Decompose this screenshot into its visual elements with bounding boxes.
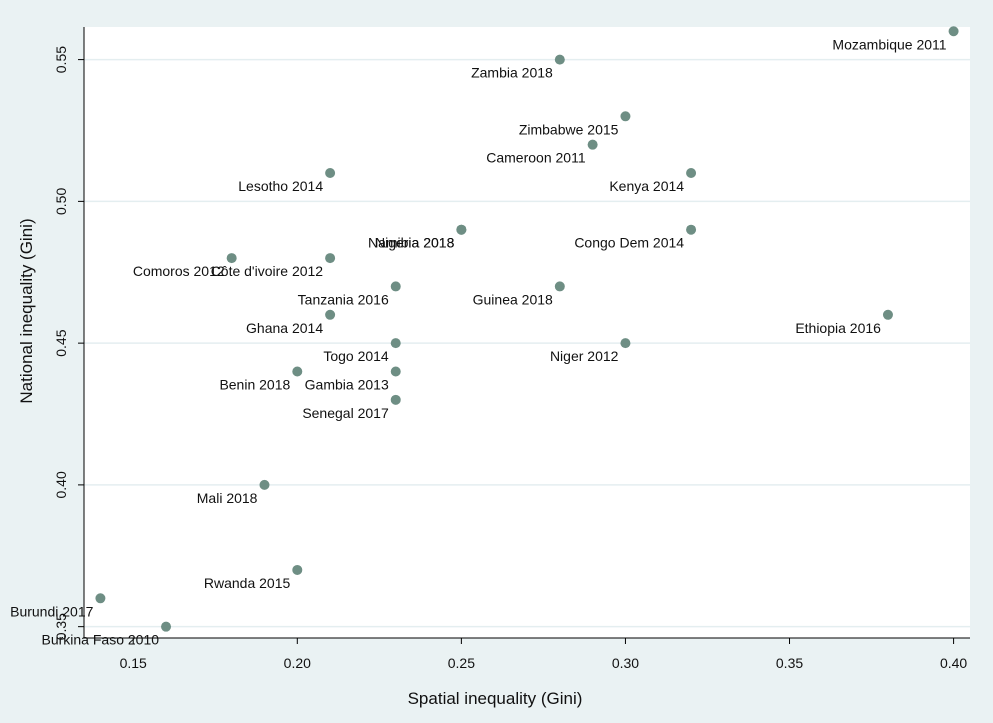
x-axis-title: Spatial inequality (Gini) bbox=[408, 689, 583, 708]
x-tick-label: 0.25 bbox=[448, 655, 475, 671]
scatter-point bbox=[686, 224, 697, 235]
point-label: Mali 2018 bbox=[197, 490, 258, 506]
point-label: Comoros 2012 bbox=[133, 263, 225, 279]
point-label: Zambia 2018 bbox=[471, 65, 553, 81]
x-tick-label: 0.35 bbox=[776, 655, 803, 671]
x-tick-label: 0.20 bbox=[284, 655, 311, 671]
point-label: Benin 2018 bbox=[219, 376, 290, 392]
scatter-point bbox=[161, 621, 172, 632]
scatter-point bbox=[686, 168, 697, 179]
scatter-point bbox=[259, 479, 270, 490]
scatter-point bbox=[620, 111, 631, 122]
point-label: Kenya 2014 bbox=[609, 178, 684, 194]
y-tick-label: 0.50 bbox=[53, 188, 69, 215]
point-label: Burundi 2017 bbox=[10, 603, 94, 619]
point-labels: Mozambique 2011 Zambia 2018 Zimbabwe 2015 C… bbox=[10, 36, 947, 647]
scatter-point bbox=[554, 281, 565, 292]
scatter-point bbox=[587, 139, 598, 150]
scatter-point bbox=[226, 253, 237, 264]
point-label: Senegal 2017 bbox=[302, 405, 389, 421]
x-tick-label: 0.40 bbox=[940, 655, 967, 671]
scatter-point bbox=[325, 309, 336, 320]
point-label: Ghana 2014 bbox=[246, 320, 323, 336]
point-label: Gambia 2013 bbox=[305, 376, 389, 392]
scatter-point bbox=[620, 338, 631, 349]
gridlines bbox=[84, 58, 970, 628]
scatter-point bbox=[456, 224, 467, 235]
scatter-point bbox=[390, 338, 401, 349]
point-label: Côte d'ivoire 2012 bbox=[211, 263, 324, 279]
scatter-point bbox=[390, 281, 401, 292]
scatter-point bbox=[325, 168, 336, 179]
y-tick-label: 0.40 bbox=[53, 471, 69, 498]
scatter-point bbox=[882, 309, 893, 320]
point-label: Nigeria 2018 bbox=[375, 235, 455, 251]
scatter-point bbox=[292, 366, 303, 377]
point-label: Rwanda 2015 bbox=[204, 575, 291, 591]
y-tick-label: 0.35 bbox=[53, 613, 69, 640]
point-label: Guinea 2018 bbox=[473, 291, 553, 307]
point-label: Zimbabwe 2015 bbox=[519, 121, 619, 137]
point-label: Tanzania 2016 bbox=[298, 291, 389, 307]
point-label: Namibia 2013 bbox=[368, 235, 455, 251]
point-label: Niger 2012 bbox=[550, 348, 619, 364]
scatter-point bbox=[325, 253, 336, 264]
y-axis-ticks: 0.35 0.40 0.45 0.50 0.55 bbox=[53, 46, 84, 640]
scatter-point bbox=[554, 54, 565, 65]
point-label: Cameroon 2011 bbox=[486, 150, 586, 166]
point-label: Burkina Faso 2010 bbox=[42, 632, 160, 648]
point-label: Mozambique 2011 bbox=[832, 36, 946, 52]
point-label: Congo Dem 2014 bbox=[574, 235, 684, 251]
point-label: Lesotho 2014 bbox=[238, 178, 323, 194]
x-tick-label: 0.15 bbox=[120, 655, 147, 671]
y-axis-title: National inequality (Gini) bbox=[17, 218, 36, 403]
plot-area bbox=[84, 27, 970, 638]
scatter-point bbox=[95, 593, 106, 604]
x-tick-label: 0.30 bbox=[612, 655, 639, 671]
scatter-point bbox=[390, 366, 401, 377]
data-points bbox=[95, 26, 959, 632]
point-label: Togo 2014 bbox=[323, 348, 389, 364]
y-tick-label: 0.55 bbox=[53, 46, 69, 73]
x-axis-ticks: 0.15 0.20 0.25 0.30 0.35 0.40 bbox=[120, 638, 967, 671]
scatter-point bbox=[948, 26, 959, 37]
scatter-point bbox=[390, 394, 401, 405]
point-label: Ethiopia 2016 bbox=[795, 320, 881, 336]
scatter-point bbox=[292, 564, 303, 575]
y-tick-label: 0.45 bbox=[53, 329, 69, 356]
